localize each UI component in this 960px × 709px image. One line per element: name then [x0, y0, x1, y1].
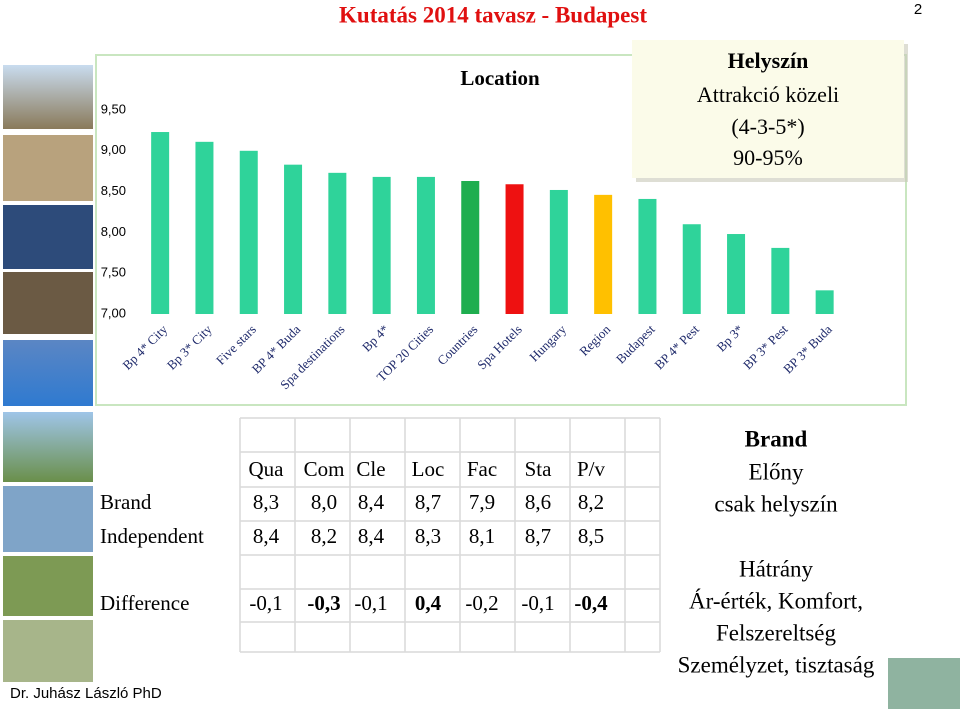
column-header: Com [304, 457, 345, 481]
photo-strip [3, 65, 960, 709]
table-cell: 8,4 [253, 524, 280, 548]
row-label: Difference [100, 591, 189, 615]
bar [416, 176, 435, 314]
bar [505, 184, 524, 314]
table-cell: 8,6 [525, 490, 551, 514]
table-cell: 8,4 [358, 524, 385, 548]
column-header: P/v [577, 457, 606, 481]
table-cell: 8,2 [311, 524, 337, 548]
photo [3, 272, 93, 334]
table-cell: 8,5 [578, 524, 604, 548]
table-cell: 7,9 [469, 490, 495, 514]
bar [638, 198, 657, 314]
row-label: Independent [100, 524, 204, 548]
photo [3, 486, 93, 552]
bar [727, 234, 746, 314]
bar [594, 194, 613, 314]
table-cell: -0,2 [465, 591, 498, 615]
photo [888, 658, 960, 709]
y-tick-label: 8,00 [101, 224, 126, 239]
table-cell: 8,1 [469, 524, 495, 548]
y-tick-label: 7,50 [101, 265, 126, 280]
table-cell: -0,4 [574, 591, 608, 615]
photo [3, 65, 93, 129]
photo [3, 412, 93, 482]
table-cell: 8,0 [311, 490, 337, 514]
summary-title: Brand [745, 426, 808, 451]
summary-line: Személyzet, tisztaság [678, 652, 875, 677]
summary-label: Hátrány [739, 556, 814, 581]
slide-title: Kutatás 2014 tavasz - Budapest [339, 2, 647, 27]
summary-line: Ár-érték, Komfort, [689, 588, 863, 613]
photo [3, 135, 93, 201]
callout-title: Helyszín [728, 48, 809, 73]
table-cell: -0,1 [249, 591, 282, 615]
footer: Dr. Juhász László PhD [10, 685, 162, 702]
bar [328, 172, 347, 314]
column-header: Sta [525, 457, 553, 481]
column-header: Cle [356, 457, 385, 481]
column-header: Loc [412, 457, 445, 481]
y-tick-label: 9,50 [101, 101, 126, 116]
page-number: 2 [914, 1, 922, 18]
summary-line: csak helyszín [714, 491, 838, 516]
table-cell: -0,1 [354, 591, 387, 615]
callout-line: Attrakció közeli [697, 82, 839, 107]
photo [3, 556, 93, 616]
column-header: Qua [249, 457, 285, 481]
table-cell: 8,3 [415, 524, 441, 548]
table-cell: 8,7 [415, 490, 441, 514]
photo [3, 620, 93, 682]
callout-box [632, 40, 904, 178]
y-tick-label: 7,00 [101, 305, 126, 320]
bar [815, 290, 834, 314]
table-cell: 8,3 [253, 490, 279, 514]
table-cell: 8,7 [525, 524, 551, 548]
bar [151, 132, 170, 314]
photo [3, 205, 93, 269]
bar [461, 180, 480, 314]
column-header: Fac [467, 457, 497, 481]
bar [682, 224, 701, 314]
summary-line: Felszereltség [716, 620, 837, 645]
bar [239, 150, 258, 314]
row-label: Brand [100, 490, 152, 514]
table-cell: 8,2 [578, 490, 604, 514]
bar [549, 189, 568, 314]
callout-line: 90-95% [733, 145, 803, 170]
bar [771, 247, 790, 314]
table-cell: -0,1 [521, 591, 554, 615]
table-cell: -0,3 [307, 591, 340, 615]
table: Qua Com Cle Loc Fac Sta P/v Brand 8,3 8,0 8,4 8,7 7,… [100, 457, 608, 615]
bar [284, 164, 303, 314]
bar [195, 141, 214, 314]
callout-line: (4-3-5*) [731, 114, 804, 139]
chart-title: Location [460, 66, 540, 90]
y-tick-label: 8,50 [101, 183, 126, 198]
y-tick-label: 9,00 [101, 142, 126, 157]
table-grid [239, 417, 661, 653]
bar [372, 176, 391, 314]
photo [3, 340, 93, 406]
table-cell: 0,4 [415, 591, 442, 615]
summary-label: Előny [749, 459, 804, 484]
table-cell: 8,4 [358, 490, 385, 514]
